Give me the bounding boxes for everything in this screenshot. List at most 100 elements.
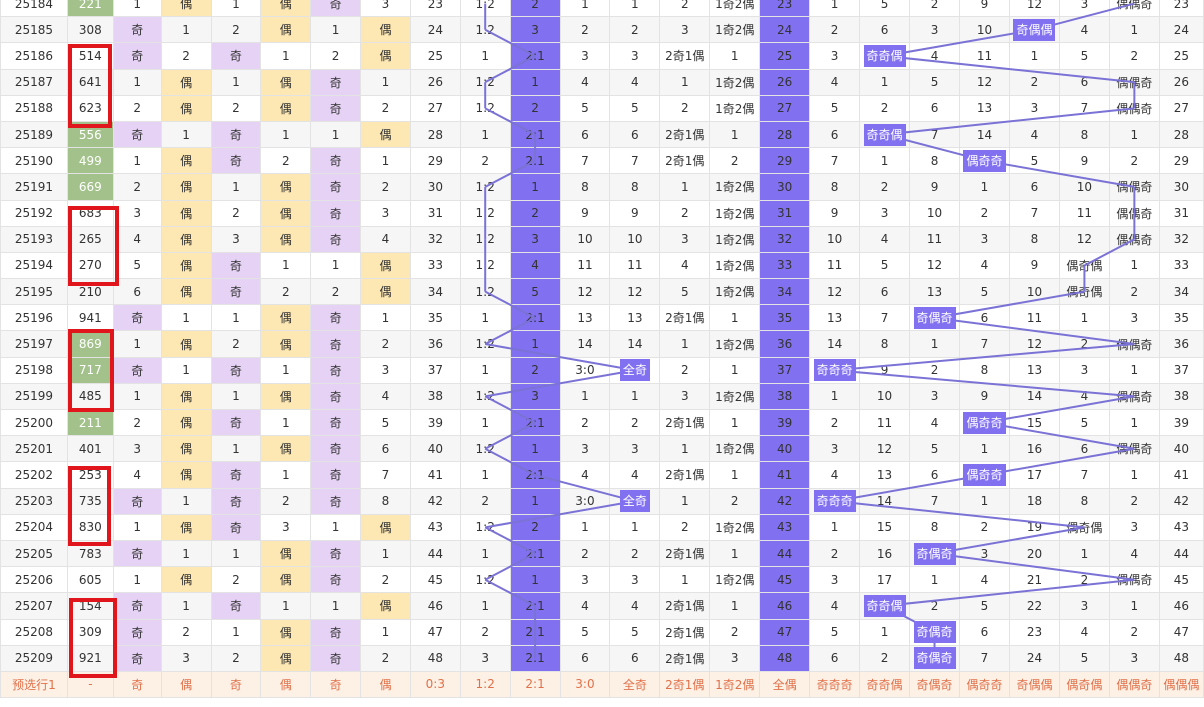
- miss-count-cell: 4: [559, 461, 611, 489]
- ratio-band-cell: 34: [759, 278, 811, 306]
- ratio-band-cell: 2:1: [509, 42, 561, 70]
- table-row: 25202 253 4 偶奇 1 奇 7 41 1 2:1 4 4 2奇1偶 1 41 4 13 6 偶奇奇 17 7 1…: [0, 461, 1204, 489]
- miss-count-cell: 2: [659, 513, 711, 541]
- parity-cell: 1: [210, 539, 262, 568]
- parity-cell: 偶: [160, 408, 212, 437]
- parity-cell: 1: [310, 513, 362, 541]
- parity-cell: 偶: [260, 618, 312, 646]
- preselect-option[interactable]: 偶偶偶: [1158, 670, 1204, 699]
- miss-count-cell: 4: [1008, 120, 1060, 149]
- parity-cell: 奇: [310, 356, 362, 384]
- preselect-option[interactable]: 偶: [360, 670, 411, 699]
- miss-count-cell: 15: [1008, 408, 1060, 437]
- parity-cell: 1: [112, 330, 162, 358]
- miss-count-cell: 10: [609, 225, 661, 253]
- miss-count-cell: 23: [1158, 0, 1204, 18]
- miss-count-cell: 6: [1008, 173, 1060, 201]
- preselect-option[interactable]: 奇: [112, 670, 162, 699]
- preselect-row: 预选行1- 奇偶奇偶奇偶 0:3 1:2 2:1 3:0 全奇 2奇1偶 1奇2偶 全偶 奇奇奇 奇奇…: [0, 670, 1204, 699]
- miss-count-cell: 3: [1008, 94, 1060, 122]
- parity-cell: 奇: [210, 356, 262, 384]
- preselect-option[interactable]: 奇奇奇: [809, 670, 861, 699]
- preselect-option[interactable]: 奇偶奇: [909, 670, 961, 699]
- issue-number: 25205: [0, 539, 68, 568]
- parity-cell: 1: [210, 173, 262, 201]
- ratio-band-cell: 26: [759, 68, 811, 96]
- preselect-option[interactable]: 1:2: [459, 670, 511, 699]
- miss-count-cell: 3: [659, 16, 711, 44]
- miss-count-cell: 5: [809, 94, 861, 122]
- miss-count-cell: 9: [859, 356, 911, 384]
- miss-count-cell: 1:2: [459, 278, 511, 306]
- ratio-band-cell: 2: [509, 0, 561, 18]
- preselect-label: 预选行1: [0, 670, 68, 699]
- parity-cell: 奇: [112, 644, 162, 672]
- miss-count-cell: 7: [909, 120, 961, 149]
- pattern-cell: 奇奇奇: [809, 487, 861, 515]
- preselect-option[interactable]: 偶奇奇: [959, 670, 1010, 699]
- preselect-option[interactable]: 3:0: [559, 670, 611, 699]
- miss-count-cell: 5: [609, 618, 661, 646]
- miss-count-cell: 2: [1108, 278, 1160, 306]
- parity-cell: 1: [260, 461, 312, 489]
- miss-count-cell: 28: [409, 120, 461, 149]
- issue-number: 25207: [0, 592, 68, 620]
- table-row: 25204 830 1 偶奇 3 1 偶 43 1:2 2 1 1 2 1奇2偶 43 1 15 8 2 19 偶奇偶 3…: [0, 513, 1204, 541]
- preselect-option[interactable]: 奇偶偶: [1008, 670, 1060, 699]
- miss-count-cell: 3: [1108, 304, 1160, 332]
- draw-number: 683: [66, 199, 114, 227]
- parity-cell: 奇: [210, 147, 262, 175]
- draw-number: 641: [66, 68, 114, 96]
- issue-number: 25195: [0, 278, 68, 306]
- miss-count-cell: 38: [409, 382, 461, 411]
- parity-cell: 奇: [310, 94, 362, 122]
- preselect-option[interactable]: 全奇: [609, 670, 661, 699]
- ratio-band-cell: 2:1: [509, 644, 561, 672]
- ratio-band-cell: 1: [509, 487, 561, 515]
- miss-count-cell: 6: [909, 94, 961, 122]
- pattern-cell: 偶奇奇: [959, 408, 1010, 437]
- preselect-option[interactable]: 奇: [310, 670, 362, 699]
- miss-count-cell: 45: [1158, 566, 1204, 594]
- preselect-option[interactable]: 全偶: [759, 670, 811, 699]
- miss-count-cell: 1: [559, 0, 611, 18]
- miss-count-cell: 1: [959, 487, 1010, 515]
- ratio-band-cell: 27: [759, 94, 811, 122]
- issue-number: 25199: [0, 382, 68, 411]
- miss-count-cell: 3: [859, 199, 911, 227]
- miss-count-cell: 4: [559, 68, 611, 96]
- parity-cell: 偶: [260, 330, 312, 358]
- preselect-option[interactable]: 1奇2偶: [709, 670, 761, 699]
- ratio-band-cell: 24: [759, 16, 811, 44]
- preselect-option[interactable]: 偶偶奇: [1108, 670, 1160, 699]
- miss-count-cell: 4: [1058, 618, 1110, 646]
- issue-number: 25200: [0, 408, 68, 437]
- miss-count-cell: 14: [609, 330, 661, 358]
- miss-count-cell: 2: [909, 592, 961, 620]
- preselect-option[interactable]: 奇: [210, 670, 262, 699]
- preselect-option[interactable]: 偶: [260, 670, 312, 699]
- preselect-option[interactable]: 偶奇偶: [1058, 670, 1110, 699]
- parity-cell: 奇: [112, 120, 162, 149]
- preselect-option[interactable]: 偶: [160, 670, 212, 699]
- parity-cell: 奇: [210, 42, 262, 70]
- parity-cell: 3: [360, 199, 411, 227]
- ratio-band-cell: 2: [509, 356, 561, 384]
- pattern-chip: 奇偶奇: [913, 542, 956, 565]
- miss-count-cell: 2: [959, 199, 1010, 227]
- miss-count-cell: 26: [1158, 68, 1204, 96]
- miss-count-cell: 1: [1108, 592, 1160, 620]
- preselect-option[interactable]: 0:3: [409, 670, 461, 699]
- ratio-band-cell: 2:1: [509, 147, 561, 175]
- parity-cell: 偶: [360, 42, 411, 70]
- parity-cell: 2: [260, 487, 312, 515]
- ratio-band-cell: 37: [759, 356, 811, 384]
- miss-count-cell: 37: [409, 356, 461, 384]
- miss-count-cell: 1:2: [459, 330, 511, 358]
- preselect-option[interactable]: 奇奇偶: [859, 670, 911, 699]
- table-row: 25196 941 奇 1 1 偶奇 1 35 1 2:1 13 13 2奇1偶 1 35 13 7 奇偶奇 6 11…: [0, 304, 1204, 332]
- preselect-option[interactable]: 2:1: [509, 670, 561, 699]
- ratio-band-cell: 48: [759, 644, 811, 672]
- preselect-option[interactable]: 2奇1偶: [659, 670, 711, 699]
- miss-count-cell: 偶偶奇: [1108, 330, 1160, 358]
